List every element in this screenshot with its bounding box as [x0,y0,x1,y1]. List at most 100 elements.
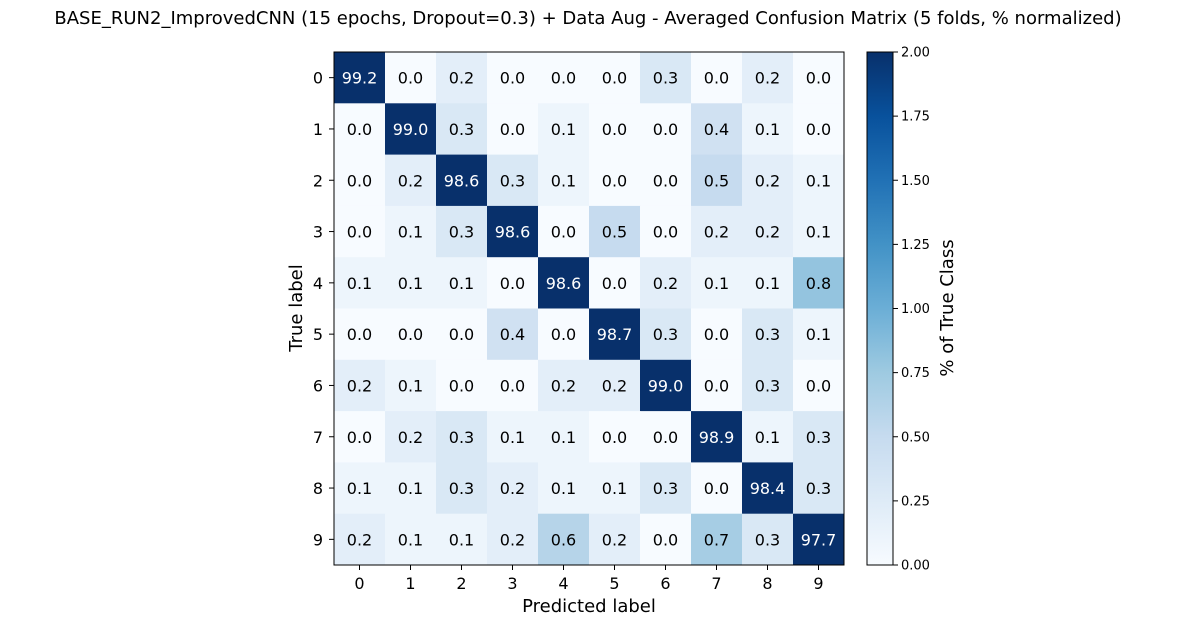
heatmap-cell [742,257,794,309]
heatmap-cell [334,154,386,207]
heatmap-cell [538,308,590,361]
heatmap-cell [538,513,590,566]
cell-value-label: 0.0 [602,274,627,293]
heatmap-cell [385,103,437,156]
cell-value-label: 0.0 [653,428,678,447]
heatmap-cell [487,257,539,309]
heatmap-cell [436,513,488,566]
cell-value-label: 0.3 [449,428,474,447]
colorbar-tick-label: 0.25 [901,494,930,509]
heatmap-cell [742,411,794,463]
heatmap-cell [742,462,794,515]
heatmap-cell [640,52,692,104]
x-tick-label: 5 [609,574,619,593]
cell-value-label: 0.3 [500,171,525,190]
heatmap-cell [793,513,845,566]
heatmap-cell [793,52,845,104]
cell-value-label: 0.1 [398,479,423,498]
heatmap-cell [385,52,437,104]
heatmap-cell [640,462,692,515]
heatmap-cell [334,411,386,463]
cell-value-label: 0.2 [551,376,576,395]
cell-value-label: 0.0 [551,325,576,344]
heatmap-cell [385,359,437,412]
cell-value-label: 0.3 [653,69,678,88]
cell-value-label: 97.7 [801,530,837,549]
cell-value-label: 0.0 [500,274,525,293]
heatmap-cell [487,308,539,361]
cell-value-label: 0.1 [704,274,729,293]
cell-value-label: 0.0 [704,479,729,498]
cell-value-label: 0.0 [704,376,729,395]
heatmap-cell [385,205,437,258]
cell-value-label: 99.0 [648,376,684,395]
heatmap-cell [334,308,386,361]
x-tick-label: 4 [558,574,568,593]
y-tick-label: 7 [313,428,323,447]
cell-value-label: 0.0 [806,69,831,88]
heatmap-cell [487,462,539,515]
heatmap-cell [691,411,743,463]
heatmap-cell [436,462,488,515]
y-tick-label: 9 [313,530,323,549]
heatmap-cell [487,154,539,207]
heatmap-cell [334,52,386,104]
cell-value-label: 0.2 [755,223,780,242]
heatmap-cell [793,154,845,207]
heatmap-cell [487,513,539,566]
heatmap-cell [436,411,488,463]
x-tick-label: 8 [762,574,772,593]
cell-value-label: 0.2 [500,530,525,549]
heatmap-cell [589,411,641,463]
heatmap-cell [436,52,488,104]
cell-value-label: 0.0 [602,428,627,447]
cell-value-label: 0.0 [347,223,372,242]
heatmap-cell [589,103,641,156]
heatmap-cell [538,462,590,515]
cell-value-label: 0.1 [398,530,423,549]
heatmap-cell [538,205,590,258]
heatmap-cell [793,205,845,258]
cell-value-label: 0.3 [755,530,780,549]
heatmap-cell [589,205,641,258]
cell-value-label: 0.0 [602,69,627,88]
heatmap-cell [691,359,743,412]
cell-value-label: 0.0 [704,69,729,88]
x-axis-ticks: 0 1 2 3 4 5 6 7 8 9 [354,565,824,593]
cell-value-label: 0.1 [551,120,576,139]
heatmap-cell [742,103,794,156]
cell-value-label: 0.0 [653,530,678,549]
heatmap-cell [793,359,845,412]
cell-value-label: 99.0 [393,120,429,139]
cell-value-label: 0.2 [347,376,372,395]
cell-value-label: 0.1 [755,120,780,139]
cell-value-label: 0.2 [500,479,525,498]
colorbar-tick-label: 0.50 [901,430,930,445]
heatmap-cell [742,52,794,104]
heatmap-cell [436,103,488,156]
y-tick-label: 5 [313,325,323,344]
heatmap-cell [538,257,590,309]
heatmap-cell [487,359,539,412]
heatmap-cell [793,462,845,515]
heatmap-cell [334,513,386,566]
cell-value-label: 0.2 [755,69,780,88]
cell-value-label: 0.0 [500,120,525,139]
heatmap-cell [538,411,590,463]
cell-value-label: 0.2 [398,428,423,447]
heatmap-cell [640,103,692,156]
heatmap-cell [742,154,794,207]
heatmap-cell [538,359,590,412]
heatmap-cell [487,103,539,156]
cell-value-label: 0.0 [347,171,372,190]
heatmap-cell [640,359,692,412]
cell-value-label: 0.1 [755,428,780,447]
cell-value-label: 0.1 [398,376,423,395]
heatmap-cell [691,513,743,566]
heatmap-cell [589,462,641,515]
cell-value-label: 0.0 [347,428,372,447]
heatmap-cell [334,257,386,309]
cell-value-label: 0.1 [551,171,576,190]
cell-value-label: 0.0 [398,69,423,88]
